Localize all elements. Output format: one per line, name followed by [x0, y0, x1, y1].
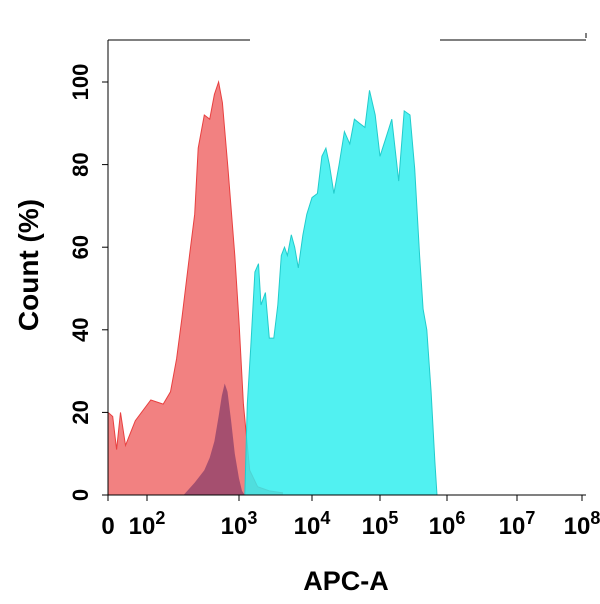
x-tick-label: 103 [221, 508, 258, 540]
y-tick-label: 40 [68, 318, 93, 342]
overlap-region [183, 383, 245, 495]
x-tick-label: 107 [499, 508, 536, 540]
sample-histogram-outline [244, 90, 438, 496]
x-tick-label: 108 [564, 508, 600, 540]
x-tick-label: 106 [429, 508, 466, 540]
negative-control-histogram-outline [107, 80, 284, 494]
y-axis-title: Count (%) [13, 199, 44, 331]
y-tick-label: 0 [68, 489, 93, 501]
x-axis-title: APC-A [303, 566, 389, 596]
y-tick-label: 80 [68, 152, 93, 176]
y-tick-label: 60 [68, 235, 93, 259]
negative-control-histogram [108, 82, 283, 495]
x-tick-label: 102 [129, 508, 166, 540]
y-tick-label: 100 [68, 64, 93, 101]
x-tick-label: 104 [294, 508, 331, 540]
x-tick-label: 0 [101, 513, 114, 540]
y-tick-label: 20 [68, 400, 93, 424]
sample-histogram [244, 90, 437, 496]
x-tick-label: 105 [362, 508, 399, 540]
